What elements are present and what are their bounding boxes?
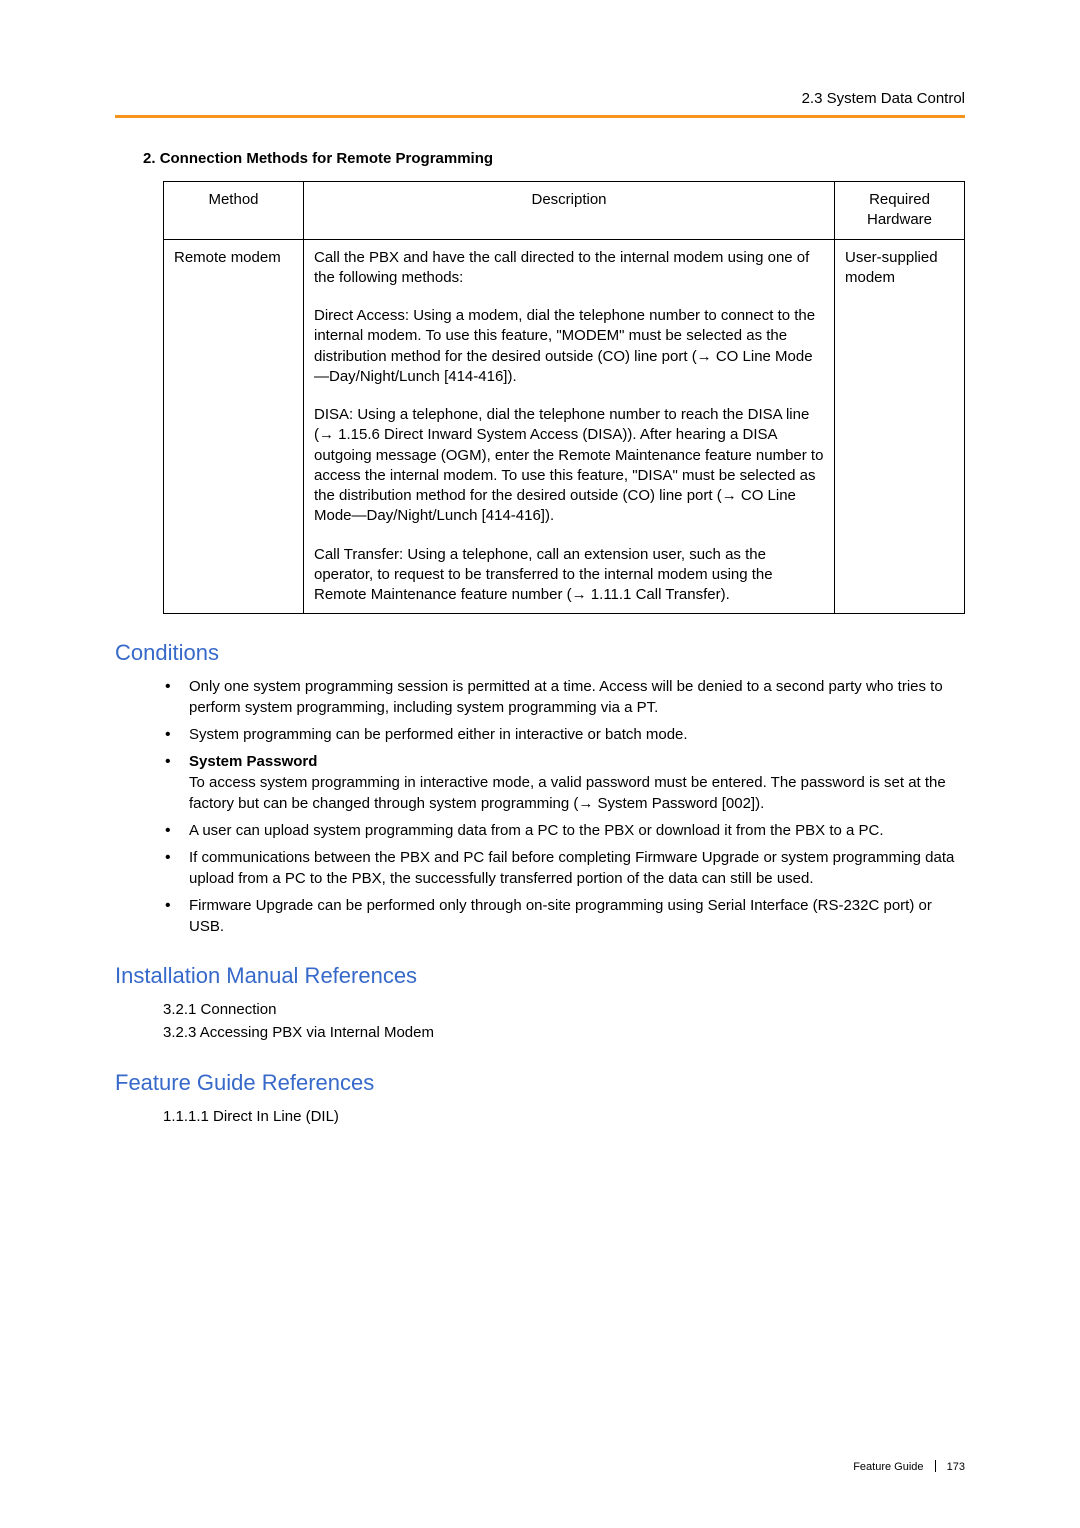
install-refs-heading: Installation Manual References (115, 963, 965, 989)
condition-subtitle: System Password (189, 753, 317, 770)
connection-methods-table: Method Description Required Hardware Rem… (163, 181, 965, 614)
cell-method: Remote modem (164, 239, 304, 614)
th-method: Method (164, 182, 304, 240)
feature-refs-heading: Feature Guide References (115, 1070, 965, 1096)
cell-hardware: User-supplied modem (835, 239, 965, 614)
list-item: Firmware Upgrade can be performed only t… (163, 895, 965, 937)
list-number: 2. (143, 150, 156, 167)
connection-methods-table-wrap: Method Description Required Hardware Rem… (115, 181, 965, 614)
table-header-row: Method Description Required Hardware (164, 182, 965, 240)
ref-item: 1.1.1.1 Direct In Line (DIL) (163, 1106, 965, 1129)
footer-page-number: 173 (947, 1461, 965, 1473)
ref-item: 3.2.1 Connection (163, 999, 965, 1022)
list-item: Only one system programming session is p… (163, 676, 965, 718)
feature-references-section: Feature Guide References 1.1.1.1 Direct … (115, 1070, 965, 1129)
ref-item: 3.2.3 Accessing PBX via Internal Modem (163, 1022, 965, 1045)
feature-refs-list: 1.1.1.1 Direct In Line (DIL) (115, 1106, 965, 1129)
desc-intro: Call the PBX and have the call directed … (314, 248, 824, 289)
conditions-heading: Conditions (115, 640, 965, 666)
header-divider (115, 115, 965, 118)
cell-description: Call the PBX and have the call directed … (304, 239, 835, 614)
th-hardware: Required Hardware (835, 182, 965, 240)
list-item: If communications between the PBX and PC… (163, 847, 965, 889)
footer-divider (935, 1460, 936, 1472)
th-description: Description (304, 182, 835, 240)
desc-direct-access: Direct Access: Using a modem, dial the t… (314, 306, 824, 387)
conditions-list: Only one system programming session is p… (115, 676, 965, 937)
condition-body: To access system programming in interact… (189, 774, 946, 812)
page-footer: Feature Guide 173 (853, 1460, 965, 1473)
footer-guide-label: Feature Guide (853, 1461, 923, 1473)
list-title: Connection Methods for Remote Programmin… (160, 150, 493, 167)
list-item: System programming can be performed eith… (163, 724, 965, 745)
conditions-section: Conditions Only one system programming s… (115, 640, 965, 937)
desc-call-transfer: Call Transfer: Using a telephone, call a… (314, 545, 824, 606)
install-refs-list: 3.2.1 Connection 3.2.3 Accessing PBX via… (115, 999, 965, 1044)
page-header-section: 2.3 System Data Control (115, 90, 965, 107)
list-item: A user can upload system programming dat… (163, 820, 965, 841)
desc-disa: DISA: Using a telephone, dial the teleph… (314, 405, 824, 527)
table-row: Remote modem Call the PBX and have the c… (164, 239, 965, 614)
installation-references-section: Installation Manual References 3.2.1 Con… (115, 963, 965, 1044)
list-item: System Password To access system program… (163, 751, 965, 814)
numbered-list-item: 2. Connection Methods for Remote Program… (115, 150, 965, 167)
